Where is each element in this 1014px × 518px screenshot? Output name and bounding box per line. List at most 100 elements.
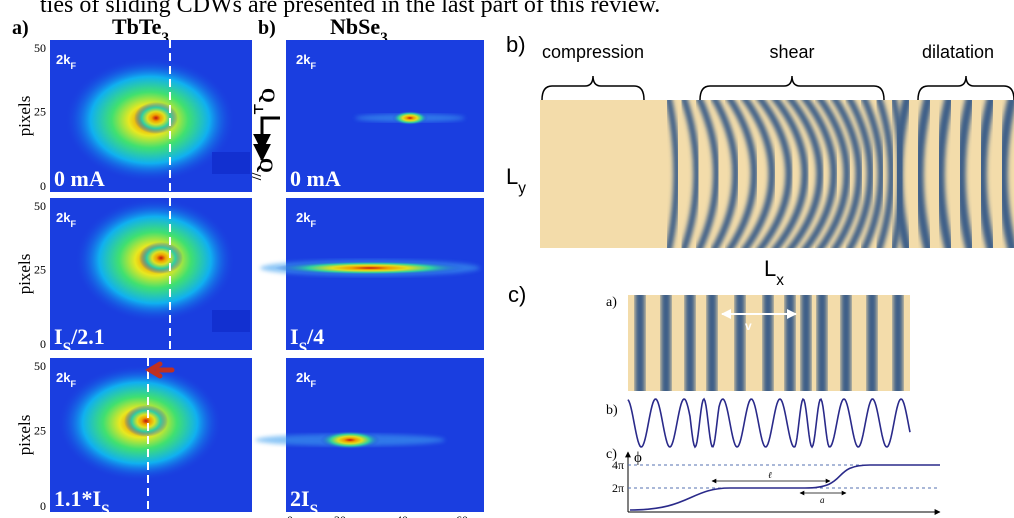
stripe: [665, 100, 681, 248]
text-part: L: [764, 256, 776, 281]
q-arrows: [262, 116, 280, 160]
q-perp-label: Q⊥: [252, 88, 279, 116]
stripe: [831, 100, 863, 248]
text-part: /4: [306, 324, 324, 349]
stripe: [707, 295, 717, 391]
stripe: [893, 295, 903, 391]
text-part: I: [54, 324, 63, 349]
stripe: [914, 100, 933, 248]
stripe: [785, 295, 795, 391]
y-tick-label: 50: [34, 41, 46, 55]
text-part: 0 mA: [290, 166, 341, 191]
region-label: shear: [769, 42, 814, 62]
stripe: [935, 100, 954, 248]
y-tick-label: 25: [34, 104, 46, 118]
text-part: Q: [255, 158, 276, 173]
panel-label: b): [506, 32, 526, 57]
panel-tag: 2kF: [296, 52, 316, 71]
brace: [699, 75, 885, 101]
phase-tick: 4π: [612, 458, 624, 472]
text-part: 0 mA: [54, 166, 105, 191]
stripe: [875, 100, 895, 248]
stripe: [867, 295, 877, 391]
subscript: S: [299, 340, 308, 357]
inset-label: c): [606, 447, 617, 462]
wave: [627, 397, 911, 449]
subscript: F: [70, 379, 76, 389]
y-axis-label: pixels: [15, 254, 34, 295]
stripe: [817, 295, 827, 391]
subscript: x: [776, 272, 784, 289]
current-label: 0 mA: [54, 166, 105, 191]
current-label: 0 mA: [290, 166, 341, 191]
stripe: [756, 100, 793, 248]
stripe: [711, 100, 739, 248]
stripe-field: [540, 100, 1014, 248]
subscript: F: [310, 379, 316, 389]
intensity-core: [124, 405, 168, 437]
region-label: dilatation: [922, 42, 994, 62]
stripe: [841, 295, 851, 391]
artifact: [212, 310, 250, 332]
panel-label: a): [12, 17, 29, 39]
phase-curve: [629, 464, 940, 511]
stripe: [893, 100, 912, 248]
stripe: [680, 100, 701, 248]
text-part: 2k: [56, 210, 71, 225]
stripe: [786, 100, 824, 248]
x-tick-label: 0: [287, 513, 293, 518]
axis-symbol: Ly: [506, 164, 526, 197]
stripe: [846, 100, 874, 248]
text-part: TbTe: [112, 14, 162, 39]
stripe: [635, 295, 645, 391]
subscript: F: [70, 219, 76, 229]
text-part: NbSe: [330, 14, 380, 39]
body-text: ties of sliding CDWs are presented in th…: [40, 0, 660, 18]
current-label: 2IS: [290, 486, 318, 518]
y-tick-label: 25: [34, 262, 46, 276]
brace: [541, 75, 645, 101]
region-label: compression: [542, 42, 644, 62]
text-part: /2.1: [70, 324, 105, 349]
subscript: 3: [161, 30, 169, 47]
subscript: S: [101, 502, 110, 518]
intensity-core: [139, 242, 183, 274]
stripe: [696, 100, 720, 248]
text-part: L: [506, 164, 518, 189]
current-label: IS/4: [290, 324, 324, 357]
subscript: //: [250, 172, 265, 181]
y-tick-label: 0: [40, 337, 46, 351]
text-part: 2k: [56, 52, 71, 67]
text-part: 2k: [56, 370, 71, 385]
panel-tag: 2kF: [56, 370, 76, 389]
panel-title: NbSe3: [330, 14, 388, 47]
subscript: S: [310, 502, 319, 518]
brace: [917, 75, 1014, 101]
panel-tag: 2kF: [56, 210, 76, 229]
text-part: I: [290, 324, 299, 349]
y-tick-label: 50: [34, 199, 46, 213]
inset-label: a): [606, 295, 617, 310]
panel-tag: 2kF: [296, 210, 316, 229]
content: ties of sliding CDWs are presented in th…: [12, 0, 1014, 518]
text-part: 2k: [296, 52, 311, 67]
subscript: 3: [380, 30, 388, 47]
stripe: [956, 100, 975, 248]
phase-tick: 2π: [612, 481, 624, 495]
subscript: y: [518, 180, 526, 197]
y-tick-label: 0: [40, 179, 46, 193]
stripe: [861, 100, 885, 248]
phase-symbol: ϕ: [634, 450, 642, 466]
panel-label: b): [258, 17, 276, 39]
stripe: [998, 100, 1014, 248]
stripe: [763, 295, 773, 391]
stripe: [661, 295, 671, 391]
x-tick-label: 60: [456, 513, 468, 518]
y-axis-label: pixels: [15, 96, 34, 137]
y-axis-label: pixels: [15, 415, 34, 456]
width-label: a: [820, 495, 825, 505]
subscript: F: [310, 219, 316, 229]
stripe: [726, 100, 758, 248]
panel-tag: 2kF: [296, 370, 316, 389]
